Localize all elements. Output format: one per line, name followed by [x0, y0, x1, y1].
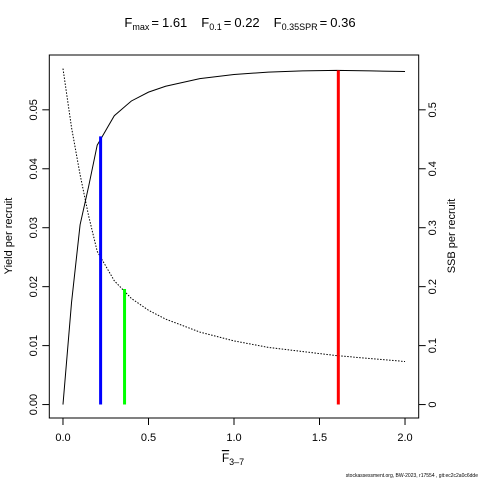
x-tick-label: 2.0 — [397, 432, 412, 444]
title-symbol: F — [201, 15, 209, 30]
y-tick-label: 0.05 — [28, 99, 40, 120]
y2-tick-label: 0.5 — [427, 102, 439, 117]
footer: stockassessment.org, BW-2023, r17554 , g… — [346, 473, 478, 479]
curve — [62, 68, 406, 363]
chart-title: Fmax = 1.61 F0.1 = 0.22 F0.35SPR = 0.36 — [124, 15, 355, 32]
plot-box — [48, 54, 420, 419]
y-tick-label: 0.01 — [28, 335, 40, 356]
title-subscript: 0.35SPR — [282, 22, 319, 32]
x-label-sub: 3–7 — [229, 457, 244, 467]
y-tick-label: 0.00 — [28, 394, 40, 415]
title-subscript: 0.1 — [209, 22, 222, 32]
title-symbol: F — [124, 15, 132, 30]
y2-tick-label: 0.3 — [427, 220, 439, 235]
y2-axis-title: SSB per recruit — [446, 199, 458, 274]
title-value: 1.61 — [162, 15, 187, 30]
y-axis-title: Yield per recruit — [3, 198, 15, 275]
y-tick-label: 0.02 — [28, 276, 40, 297]
title-value: 0.36 — [330, 15, 355, 30]
title-symbol: F — [274, 15, 282, 30]
title-subscript: max — [132, 22, 150, 32]
x-tick-label: 0.0 — [55, 432, 70, 444]
x-axis-title: F3–7 — [222, 451, 244, 467]
x-tick-label: 1.0 — [226, 432, 241, 444]
curve — [62, 69, 406, 405]
x-label-main: F — [222, 451, 229, 465]
title-equals: = — [151, 15, 159, 30]
y-tick-label: 0.03 — [28, 217, 40, 238]
y2-tick-label: 0.2 — [427, 279, 439, 294]
title-equals: = — [224, 15, 232, 30]
x-tick-label: 0.5 — [141, 432, 156, 444]
title-equals: = — [320, 15, 328, 30]
y2-tick-label: 0.1 — [427, 338, 439, 353]
y2-tick-label: 0.4 — [427, 161, 439, 176]
title-value: 0.22 — [234, 15, 259, 30]
x-tick-label: 1.5 — [312, 432, 327, 444]
y2-tick-label: 0 — [427, 401, 439, 407]
y-tick-label: 0.04 — [28, 158, 40, 179]
